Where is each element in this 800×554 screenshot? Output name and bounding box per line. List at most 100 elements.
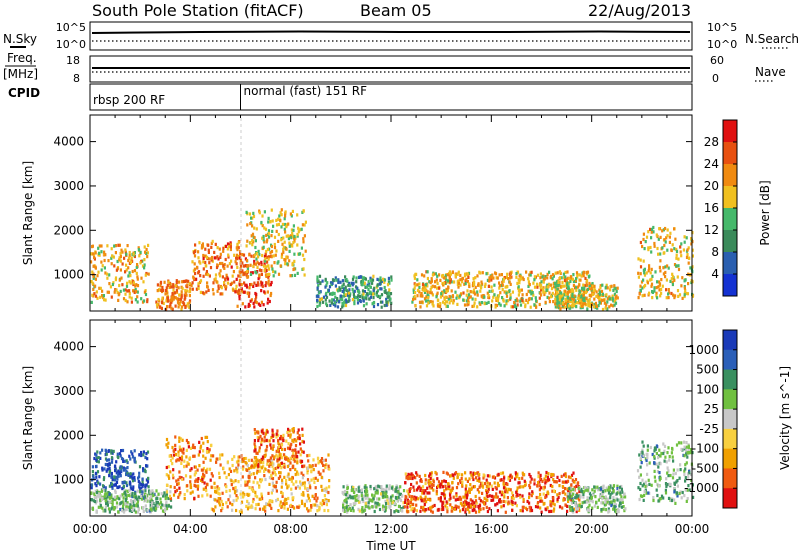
range-gate-cell <box>281 456 284 460</box>
range-gate-cell <box>120 456 124 461</box>
range-gate-cell <box>521 293 524 297</box>
range-gate-cell <box>167 504 170 508</box>
range-gate-cell <box>346 508 350 512</box>
range-gate-cell <box>390 278 393 282</box>
range-gate-cell <box>304 249 307 253</box>
range-gate-cell <box>229 501 232 505</box>
range-gate-cell <box>107 449 110 453</box>
range-gate-cell <box>556 493 559 497</box>
range-gate-cell <box>241 261 244 265</box>
range-gate-cell <box>260 300 263 304</box>
range-gate-cell <box>390 495 393 499</box>
range-gate-cell <box>211 239 214 243</box>
range-gate-cell <box>687 261 690 265</box>
range-gate-cell <box>341 305 344 309</box>
range-gate-cell <box>425 295 428 299</box>
range-gate-cell <box>214 498 217 502</box>
range-gate-cell <box>674 471 677 476</box>
range-gate-cell <box>236 265 239 269</box>
range-gate-cell <box>554 285 557 289</box>
range-gate-cell <box>441 485 444 489</box>
range-gate-cell <box>579 495 582 499</box>
range-gate-cell <box>168 305 171 309</box>
range-gate-cell <box>178 436 181 440</box>
range-gate-cell <box>282 438 285 443</box>
range-gate-cell <box>575 301 578 305</box>
range-gate-cell <box>611 296 614 300</box>
range-gate-cell <box>427 299 430 303</box>
range-gate-cell <box>175 290 179 294</box>
range-gate-cell <box>327 509 330 513</box>
range-gate-cell <box>264 477 267 482</box>
range-gate-cell <box>514 477 517 481</box>
range-gate-cell <box>108 474 111 478</box>
range-gate-cell <box>141 264 145 268</box>
range-gate-cell <box>327 499 330 503</box>
range-gate-cell <box>146 298 149 302</box>
range-gate-cell <box>279 455 282 459</box>
range-gate-cell <box>110 482 114 486</box>
range-gate-cell <box>620 495 623 499</box>
range-gate-cell <box>486 509 489 514</box>
range-gate-cell <box>97 246 100 250</box>
range-gate-cell <box>114 288 117 292</box>
range-gate-cell <box>373 504 376 508</box>
range-gate-cell <box>126 501 129 505</box>
range-gate-cell <box>256 481 259 485</box>
range-gate-cell <box>283 258 286 262</box>
range-gate-cell <box>250 216 253 220</box>
range-gate-cell <box>129 502 132 507</box>
range-gate-cell <box>136 295 139 299</box>
range-gate-cell <box>126 289 129 293</box>
range-gate-cell <box>124 298 127 303</box>
range-gate-cell <box>173 291 177 295</box>
range-gate-cell <box>544 275 547 279</box>
range-gate-cell <box>428 491 431 495</box>
range-gate-cell <box>133 251 136 255</box>
range-gate-cell <box>380 485 383 489</box>
range-gate-cell <box>390 498 393 502</box>
range-gate-cell <box>322 300 325 304</box>
range-gate-cell <box>491 494 494 498</box>
range-gate-cell <box>486 474 489 478</box>
range-gate-cell <box>234 288 237 292</box>
range-gate-cell <box>306 471 309 475</box>
range-gate-cell <box>177 286 180 290</box>
range-gate-cell <box>263 435 266 439</box>
range-gate-cell <box>371 302 374 306</box>
range-gate-cell <box>543 277 546 281</box>
range-gate-cell <box>435 295 438 299</box>
range-gate-cell <box>210 454 213 458</box>
range-gate-cell <box>269 220 272 224</box>
range-gate-cell <box>256 281 259 285</box>
range-gate-cell <box>427 478 430 482</box>
range-gate-cell <box>304 486 307 490</box>
range-gate-cell <box>117 293 120 297</box>
range-gate-cell <box>94 482 97 486</box>
range-gate-cell <box>645 491 648 495</box>
range-gate-cell <box>286 430 289 434</box>
range-gate-cell <box>263 240 266 244</box>
range-gate-cell <box>171 445 174 450</box>
range-gate-cell <box>226 277 230 281</box>
range-gate-cell <box>457 505 460 509</box>
range-gate-cell <box>164 289 168 293</box>
range-gate-cell <box>94 251 97 255</box>
range-gate-cell <box>380 305 383 309</box>
range-gate-cell <box>431 302 434 306</box>
range-gate-cell <box>430 471 433 475</box>
range-gate-cell <box>99 503 102 508</box>
range-gate-cell <box>143 245 146 249</box>
range-gate-cell <box>277 433 280 437</box>
range-gate-cell <box>339 280 342 284</box>
range-gate-cell <box>117 510 120 514</box>
range-gate-cell <box>124 500 127 504</box>
range-gate-cell <box>124 467 127 471</box>
range-gate-cell <box>685 445 688 449</box>
range-gate-cell <box>428 280 431 284</box>
range-gate-cell <box>521 471 524 475</box>
range-gate-cell <box>443 479 446 483</box>
range-gate-cell <box>539 477 542 481</box>
range-gate-cell <box>642 278 645 282</box>
range-gate-cell <box>165 507 169 511</box>
